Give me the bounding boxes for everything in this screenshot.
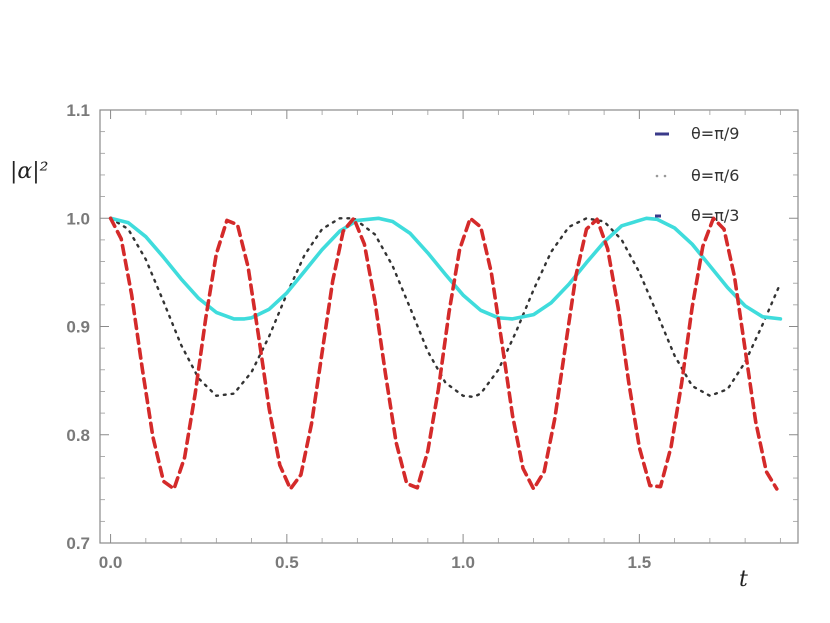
legend-swatch-dot bbox=[663, 174, 667, 178]
series-line-2 bbox=[109, 217, 782, 399]
legend-swatch-dot bbox=[655, 174, 659, 178]
x-tick-label: 0.5 bbox=[275, 553, 299, 572]
legend: θ=π/9 θ=π/6 θ=π/3 bbox=[655, 124, 739, 225]
y-tick-label: 0.8 bbox=[66, 426, 90, 445]
series-line-1 bbox=[108, 216, 783, 321]
series-lines bbox=[108, 216, 783, 491]
legend-label: θ=π/9 bbox=[691, 124, 739, 143]
x-tick-label: 1.0 bbox=[451, 553, 475, 572]
y-tick-label: 1.0 bbox=[66, 209, 90, 228]
y-tick-label: 1.1 bbox=[66, 101, 90, 120]
y-tick-label: 0.9 bbox=[66, 318, 90, 337]
legend-label: θ=π/3 bbox=[691, 206, 739, 225]
y-axis-label: |α|² bbox=[10, 159, 49, 184]
x-tick-label: 1.5 bbox=[628, 553, 652, 572]
tick-labels: 0.0 0.5 1.0 1.5 0.7 0.8 0.9 1.0 1.1 bbox=[66, 101, 651, 572]
legend-label: θ=π/6 bbox=[691, 166, 739, 185]
x-axis-label: t bbox=[739, 567, 748, 592]
series-line-3 bbox=[108, 216, 779, 491]
x-tick-label: 0.0 bbox=[99, 553, 123, 572]
y-tick-label: 0.7 bbox=[66, 534, 90, 553]
ticks bbox=[100, 109, 798, 544]
